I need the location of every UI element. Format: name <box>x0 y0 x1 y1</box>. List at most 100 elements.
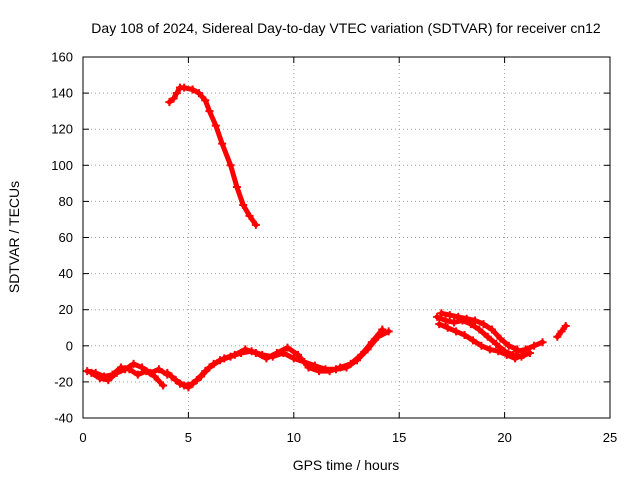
data-point <box>226 161 235 170</box>
y-tick-label: 100 <box>51 158 73 173</box>
data-point <box>294 350 303 359</box>
data-point <box>209 359 218 368</box>
data-point <box>245 211 254 220</box>
data-point <box>479 320 488 329</box>
x-tick-label: 10 <box>287 430 301 445</box>
data-point <box>561 321 570 330</box>
data-point <box>180 83 189 92</box>
data-point <box>454 312 463 321</box>
x-axis-label: GPS time / hours <box>293 457 400 473</box>
data-point <box>138 363 147 372</box>
data-point <box>468 336 477 345</box>
y-tick-label: 40 <box>59 266 73 281</box>
x-tick-label: 0 <box>79 430 86 445</box>
data-point <box>538 338 547 347</box>
data-point <box>163 368 172 377</box>
data-point <box>154 365 163 374</box>
y-tick-label: -40 <box>54 411 73 426</box>
data-point <box>433 312 442 321</box>
data-point <box>502 350 511 359</box>
data-point <box>462 314 471 323</box>
data-point <box>521 345 530 354</box>
series-evening-band-c <box>438 310 520 352</box>
data-point <box>445 311 454 320</box>
data-point <box>346 359 355 368</box>
data-point <box>437 309 446 318</box>
y-tick-label: 140 <box>51 86 73 101</box>
data-point <box>450 318 459 327</box>
data-point <box>175 379 184 388</box>
data-point <box>232 182 241 191</box>
data-point <box>496 334 505 343</box>
data-point <box>251 220 260 229</box>
series-morning-arcs-b <box>88 361 170 383</box>
data-point <box>192 376 201 385</box>
data-point <box>159 381 168 390</box>
data-point <box>441 316 450 325</box>
x-tick-label: 25 <box>603 430 617 445</box>
data-point <box>169 94 178 103</box>
series-upper-arc <box>166 85 259 228</box>
data-point <box>165 98 174 107</box>
data-point <box>239 201 248 210</box>
data-point <box>384 327 393 336</box>
series-layer <box>83 83 570 392</box>
data-point <box>452 327 461 336</box>
data-point <box>104 376 113 385</box>
series-late-arc-a <box>514 339 545 354</box>
data-point <box>146 368 155 377</box>
data-point <box>167 372 176 381</box>
data-point <box>553 332 562 341</box>
data-point <box>530 341 539 350</box>
data-point <box>201 367 210 376</box>
data-point <box>325 367 334 376</box>
y-tick-label: 120 <box>51 122 73 137</box>
series-midday-band-b <box>169 327 385 390</box>
data-point <box>172 89 181 98</box>
data-point <box>378 325 387 334</box>
y-tick-label: 20 <box>59 302 73 317</box>
data-point <box>525 349 534 358</box>
data-point <box>211 121 220 130</box>
data-point <box>485 345 494 354</box>
data-point <box>121 365 130 374</box>
data-point <box>241 345 250 354</box>
data-point <box>487 325 496 334</box>
axis-ticks: 0 5 10 15 20 25 -40 -20 0 20 40 60 80 100 120 140 160 <box>51 50 617 446</box>
data-point <box>435 320 444 329</box>
data-point <box>112 368 121 377</box>
data-point <box>272 349 281 358</box>
data-point <box>201 96 210 105</box>
data-point <box>251 349 260 358</box>
chart-title: Day 108 of 2024, Sidereal Day-to-day VTE… <box>91 20 601 36</box>
data-point <box>289 354 298 363</box>
data-point <box>283 343 292 352</box>
data-point <box>357 350 366 359</box>
data-point <box>205 107 214 116</box>
data-point <box>87 368 96 377</box>
data-point <box>443 323 452 332</box>
data-point <box>471 316 480 325</box>
data-point <box>513 347 522 356</box>
data-point <box>95 374 104 383</box>
data-point <box>367 338 376 347</box>
data-point <box>184 383 193 392</box>
data-point <box>557 327 566 336</box>
data-point <box>336 363 345 372</box>
y-tick-label: -20 <box>54 374 73 389</box>
data-point <box>483 332 492 341</box>
data-point <box>315 367 324 376</box>
y-tick-label: 60 <box>59 230 73 245</box>
data-point <box>133 370 142 379</box>
data-point <box>494 347 503 356</box>
x-tick-label: 20 <box>497 430 511 445</box>
data-point <box>477 341 486 350</box>
data-point <box>475 325 484 334</box>
y-tick-label: 80 <box>59 194 73 209</box>
data-point <box>460 330 469 339</box>
data-point <box>492 339 501 348</box>
y-axis-label: SDTVAR / TECUs <box>6 181 22 293</box>
data-point <box>220 354 229 363</box>
data-point <box>511 354 520 363</box>
